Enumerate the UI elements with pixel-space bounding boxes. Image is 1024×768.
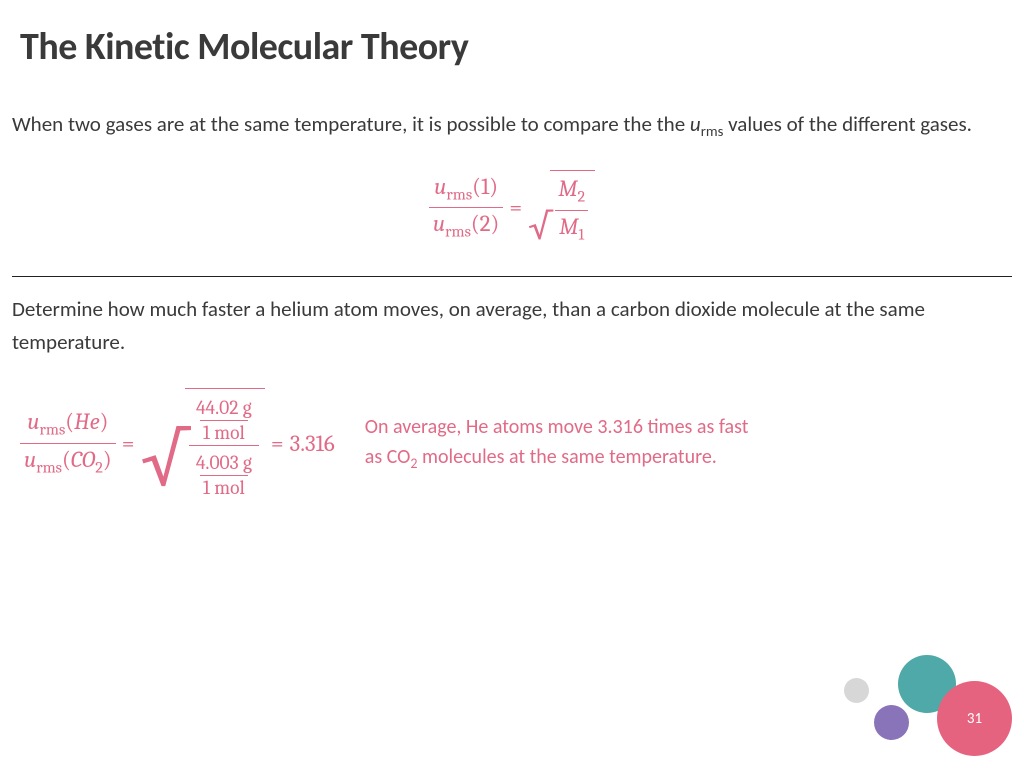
- equation-1-container: urms(1) urms(2) = √ M2 M1: [0, 142, 1024, 264]
- eq1-rhs-fraction: M2 M1: [554, 175, 589, 246]
- equation-2: urms(He) urms(CO2) = √ 44.02 g 1 mol: [20, 388, 335, 498]
- eq2-equals-1: =: [122, 430, 135, 457]
- intro-paragraph: When two gases are at the same temperatu…: [0, 80, 1024, 142]
- equation-1: urms(1) urms(2) = √ M2 M1: [429, 170, 595, 246]
- eq1-equals: =: [509, 194, 522, 221]
- eq1-rhs-den-sub: 1: [578, 227, 584, 245]
- page-number: 31: [967, 710, 982, 728]
- worked-example-row: urms(He) urms(CO2) = √ 44.02 g 1 mol: [0, 360, 1024, 498]
- intro-before: When two gases are at the same temperatu…: [12, 111, 690, 137]
- eq2-equals-2: =: [271, 430, 284, 457]
- question-text: Determine how much faster a helium atom …: [0, 277, 1024, 360]
- eq1-den-sub: rms: [445, 224, 471, 242]
- eq2-top-unit: 1 mol: [200, 420, 248, 444]
- eq1-rhs-num-sub: 2: [577, 189, 585, 207]
- intro-var: u: [690, 111, 701, 137]
- eq1-num-sub: rms: [446, 186, 472, 204]
- decorative-circle-grey: [844, 678, 869, 703]
- eq1-den-arg: (2): [471, 210, 499, 237]
- page-number-badge: 31: [937, 681, 1012, 756]
- eq2-lhs-fraction: urms(He) urms(CO2): [20, 408, 116, 479]
- eq2-num-close: ): [100, 408, 109, 435]
- answer-line2a: as CO: [365, 445, 411, 469]
- eq2-den-el: CO: [71, 446, 96, 473]
- eq1-sqrt: √ M2 M1: [528, 170, 595, 246]
- eq1-rhs-den-M: M: [559, 213, 578, 240]
- answer-line2b: molecules at the same temperature.: [418, 445, 717, 469]
- eq2-big-fraction: 44.02 g 1 mol 4.003 g 1 mol: [189, 393, 259, 498]
- eq2-den-close: ): [103, 446, 112, 473]
- answer-text: On average, He atoms move 3.316 times as…: [365, 412, 749, 474]
- decorative-circle-purple: [874, 705, 909, 740]
- slide-title: The Kinetic Molecular Theory: [0, 0, 1024, 80]
- intro-after: values of the different gases.: [723, 111, 972, 137]
- eq2-bot-sfrac: 4.003 g 1 mol: [193, 452, 255, 498]
- eq2-num-u: u: [27, 408, 39, 435]
- eq2-num-open: (: [65, 408, 74, 435]
- eq1-den-u: u: [433, 210, 445, 237]
- radical-icon: √: [528, 209, 552, 246]
- answer-line1: On average, He atoms move 3.316 times as…: [365, 415, 749, 439]
- eq2-den-u: u: [24, 446, 36, 473]
- radical-icon: √: [140, 424, 188, 498]
- eq2-bot-unit: 1 mol: [200, 475, 248, 499]
- eq1-num-arg: (1): [472, 173, 498, 200]
- eq2-den-sub: rms: [36, 459, 62, 477]
- eq2-top-sfrac: 44.02 g 1 mol: [193, 397, 255, 443]
- eq2-num-sub: rms: [40, 421, 66, 439]
- eq2-top-val: 44.02 g: [193, 397, 255, 420]
- eq2-sqrt: √ 44.02 g 1 mol 4.003 g 1 mol: [140, 388, 264, 498]
- eq2-den-open: (: [62, 446, 71, 473]
- eq1-rhs-num-M: M: [558, 175, 577, 202]
- eq2-bot-val: 4.003 g: [193, 452, 255, 475]
- eq1-lhs-fraction: urms(1) urms(2): [429, 173, 503, 244]
- eq2-result: 3.316: [290, 430, 335, 457]
- answer-co2-sub: 2: [410, 455, 417, 472]
- eq1-num-u: u: [434, 173, 446, 200]
- eq2-num-el: He: [74, 408, 100, 435]
- intro-var-sub: rms: [701, 122, 724, 140]
- eq2-den-el-sub: 2: [95, 459, 103, 477]
